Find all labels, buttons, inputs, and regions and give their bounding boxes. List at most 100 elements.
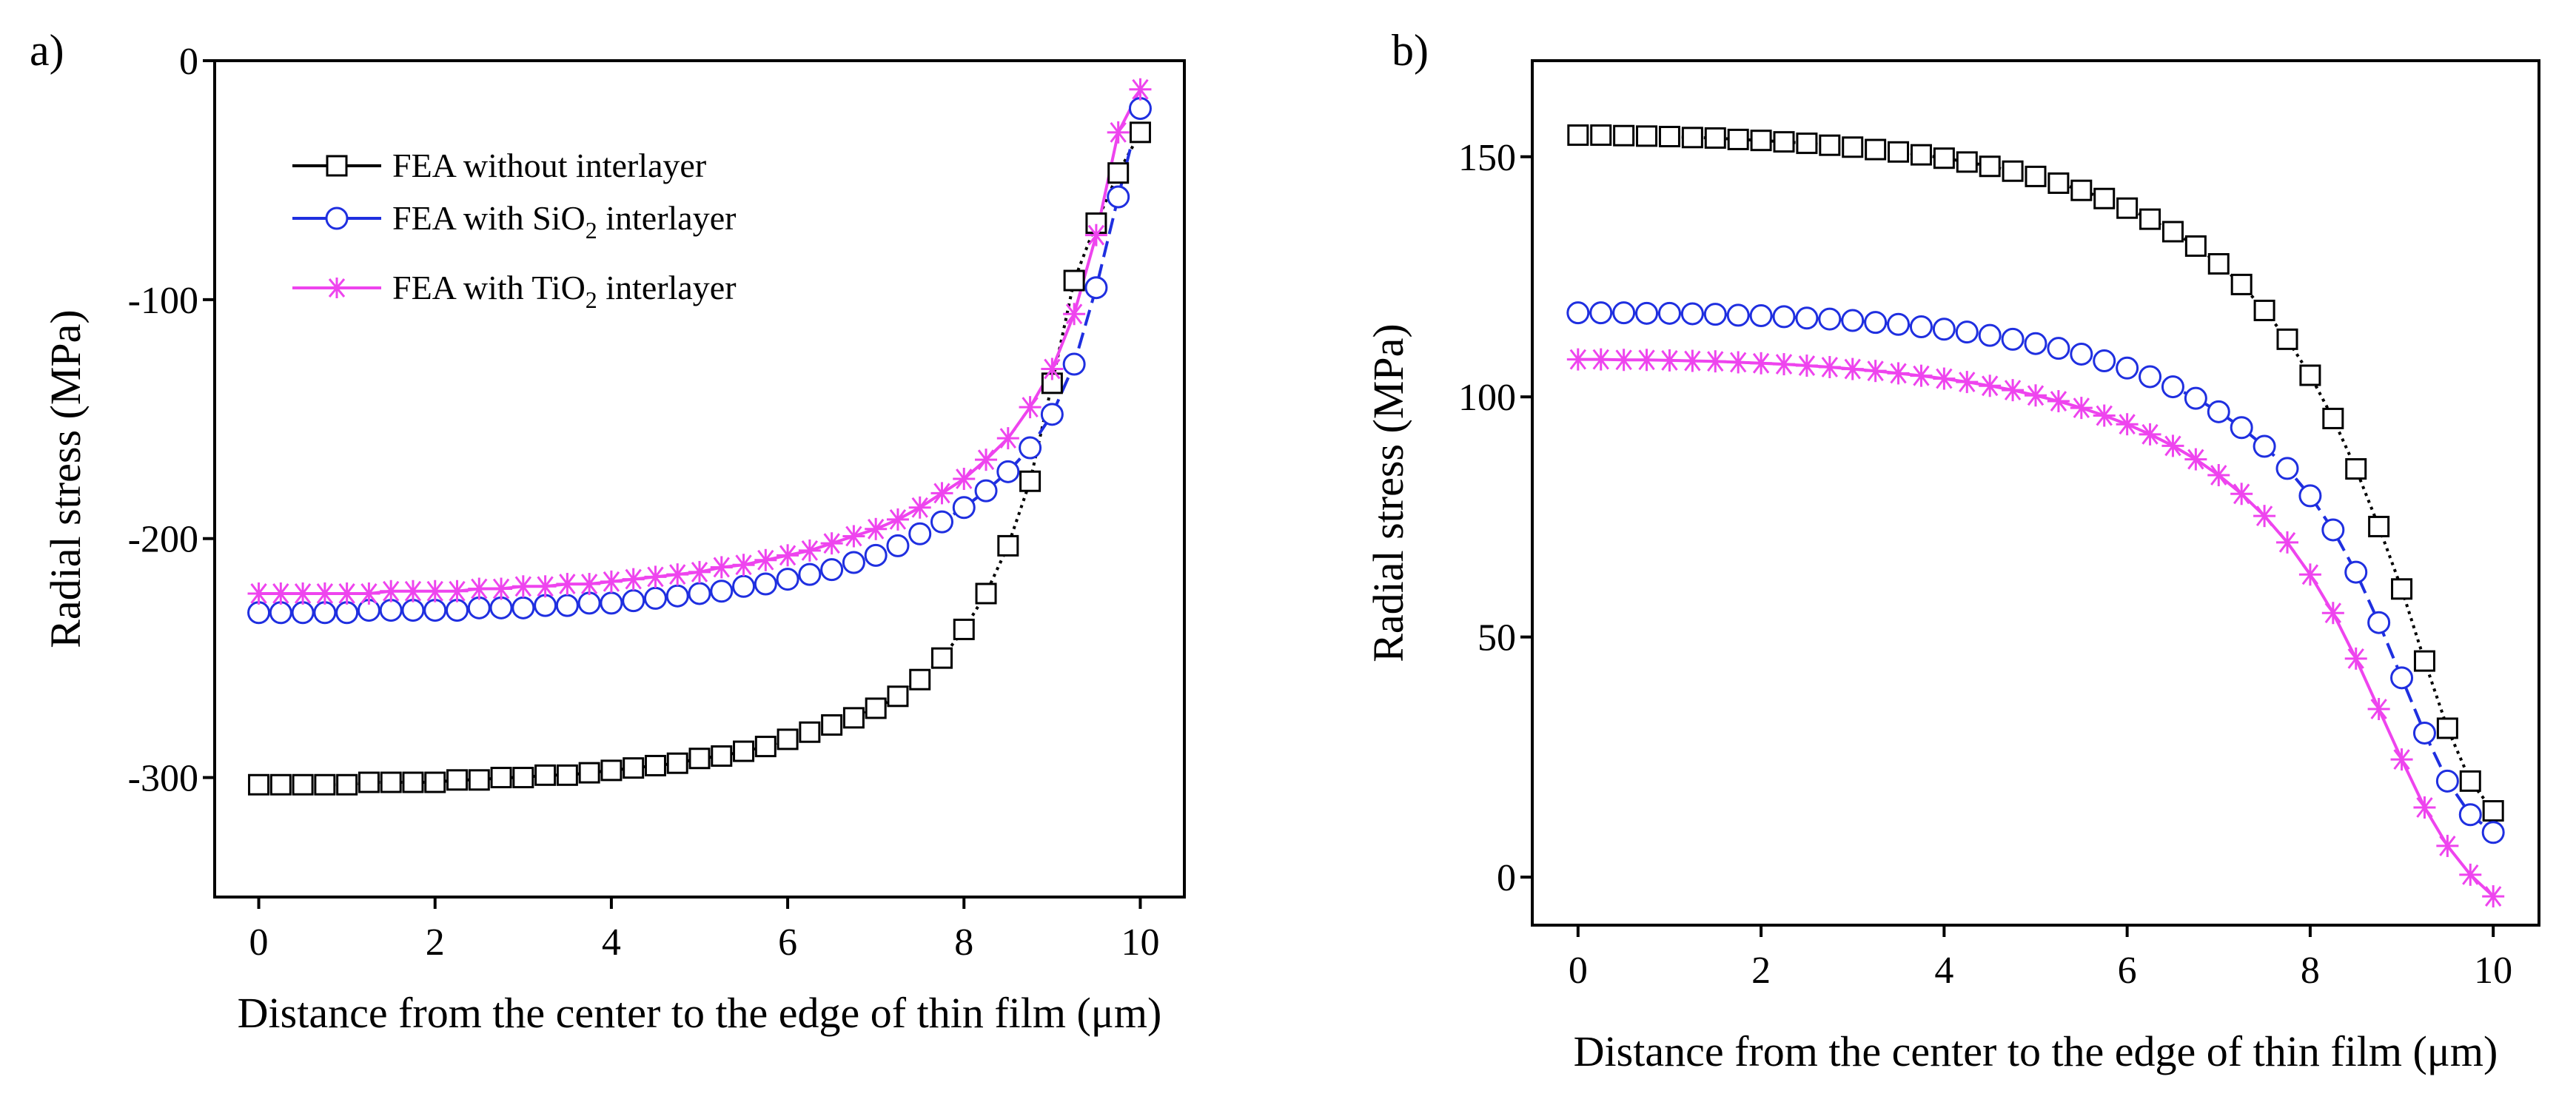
data-point-asterisk xyxy=(2390,748,2413,771)
data-point-square xyxy=(688,748,711,770)
data-point-circle xyxy=(2161,375,2184,399)
data-point-square xyxy=(1636,125,1658,147)
data-point-circle xyxy=(1909,315,1933,338)
data-point-circle xyxy=(577,591,601,615)
data-point-asterisk xyxy=(1933,367,1956,390)
data-point-square xyxy=(1107,162,1130,184)
data-point-circle xyxy=(1749,304,1773,328)
data-point-circle xyxy=(2367,611,2391,634)
data-point-asterisk xyxy=(2184,448,2207,471)
data-point-circle xyxy=(1864,311,1888,335)
data-point-circle xyxy=(555,594,579,617)
data-point-square xyxy=(1129,121,1151,144)
data-point-square xyxy=(623,757,645,779)
data-point-circle xyxy=(930,510,953,534)
data-point-square xyxy=(2093,187,2116,209)
data-point-circle xyxy=(665,584,689,608)
data-point-asterisk xyxy=(1956,371,1979,394)
data-point-asterisk xyxy=(1727,351,1750,374)
data-point-asterisk xyxy=(401,580,424,602)
data-point-asterisk xyxy=(908,496,931,519)
legend-marker-circle xyxy=(325,206,349,230)
data-point-asterisk xyxy=(490,577,513,600)
data-point-circle xyxy=(2184,386,2207,410)
data-point-square xyxy=(2436,717,2458,739)
data-point-circle xyxy=(2230,416,2253,440)
data-point-circle xyxy=(467,596,491,619)
x-tick-label: 0 xyxy=(249,921,269,964)
data-point-circle xyxy=(1589,301,1613,325)
data-point-asterisk xyxy=(2298,563,2321,586)
data-point-square xyxy=(754,736,777,758)
data-point-asterisk xyxy=(423,580,446,602)
data-point-square xyxy=(512,767,534,789)
data-point-circle xyxy=(1019,436,1042,460)
data-point-asterisk xyxy=(2276,531,2298,554)
data-point-circle xyxy=(379,599,403,622)
y-tick-label: -100 xyxy=(128,280,198,322)
data-point-asterisk xyxy=(1107,121,1130,144)
data-point-asterisk xyxy=(534,575,557,598)
data-point-square xyxy=(1681,127,1703,149)
x-tick-label: 0 xyxy=(1569,950,1588,992)
data-point-asterisk xyxy=(1910,364,1933,387)
data-point-asterisk xyxy=(1084,224,1107,246)
data-point-asterisk xyxy=(754,548,777,571)
data-point-circle xyxy=(335,601,359,625)
legend-sio2-sub: 2 xyxy=(586,217,597,243)
data-point-square xyxy=(1956,151,1978,173)
legend-tio2-sub: 2 xyxy=(586,286,597,313)
data-point-circle xyxy=(2116,356,2139,380)
data-point-asterisk xyxy=(2161,434,2184,457)
legend-label-tio2: FEA with TiO2 interlayer xyxy=(392,269,737,313)
data-point-square xyxy=(909,668,931,691)
data-point-square xyxy=(2161,221,2184,243)
data-point-circle xyxy=(1932,318,1956,341)
data-point-square xyxy=(248,773,270,796)
data-point-circle xyxy=(2412,721,2436,745)
data-point-square xyxy=(975,582,997,605)
data-point-square xyxy=(2276,328,2298,350)
data-point-square xyxy=(1979,155,2001,178)
data-point-asterisk xyxy=(358,582,380,605)
data-point-circle xyxy=(2458,803,2482,827)
panel-a-label: a) xyxy=(30,26,64,75)
data-point-asterisk xyxy=(2413,796,2436,819)
x-tick-label: 6 xyxy=(2118,950,2137,992)
legend-entry-sio2: FEA with SiO2 interlayer xyxy=(292,199,736,243)
panel-a: a) 0 2 4 6 8 10 0 -100 -200 -300 Radial stress (M… xyxy=(30,26,1186,1037)
data-point-circle xyxy=(886,534,910,557)
data-point-asterisk xyxy=(380,580,403,602)
panel-a-ticks: 0 2 4 6 8 10 0 -100 -200 -300 xyxy=(128,41,1160,964)
x-tick-label: 8 xyxy=(954,921,973,964)
data-point-circle xyxy=(600,591,623,615)
x-tick-label: 6 xyxy=(778,921,797,964)
panel-a-series-markers xyxy=(247,78,1152,796)
legend-sio2-suffix: interlayer xyxy=(597,199,737,237)
data-point-circle xyxy=(820,558,844,582)
data-point-circle xyxy=(2093,349,2116,373)
data-point-square xyxy=(2070,179,2093,201)
panel-a-xlabel: Distance from the center to the edge of … xyxy=(238,989,1162,1037)
data-point-asterisk xyxy=(2002,379,2025,402)
data-point-asterisk xyxy=(446,580,469,602)
data-point-circle xyxy=(776,568,799,591)
data-point-square xyxy=(600,759,623,782)
y-tick-label: -200 xyxy=(128,519,198,561)
data-point-square xyxy=(666,752,688,774)
data-point-asterisk xyxy=(247,582,270,605)
legend-tio2-main: FEA with TiO xyxy=(392,269,586,306)
data-point-circle xyxy=(1795,306,1819,330)
data-point-asterisk xyxy=(666,563,689,586)
panel-a-ylabel: Radial stress (MPa) xyxy=(41,309,90,648)
data-point-circle xyxy=(710,580,734,603)
x-tick-label: 2 xyxy=(426,921,445,964)
data-point-square xyxy=(1704,127,1726,149)
legend-sio2-main: FEA with SiO xyxy=(392,199,586,237)
y-tick-label: -300 xyxy=(128,758,198,800)
data-point-circle xyxy=(1107,185,1130,209)
data-point-circle xyxy=(2435,769,2459,793)
legend-label-sio2: FEA with SiO2 interlayer xyxy=(392,199,736,243)
legend-label-without-interlayer: FEA without interlayer xyxy=(392,147,706,184)
